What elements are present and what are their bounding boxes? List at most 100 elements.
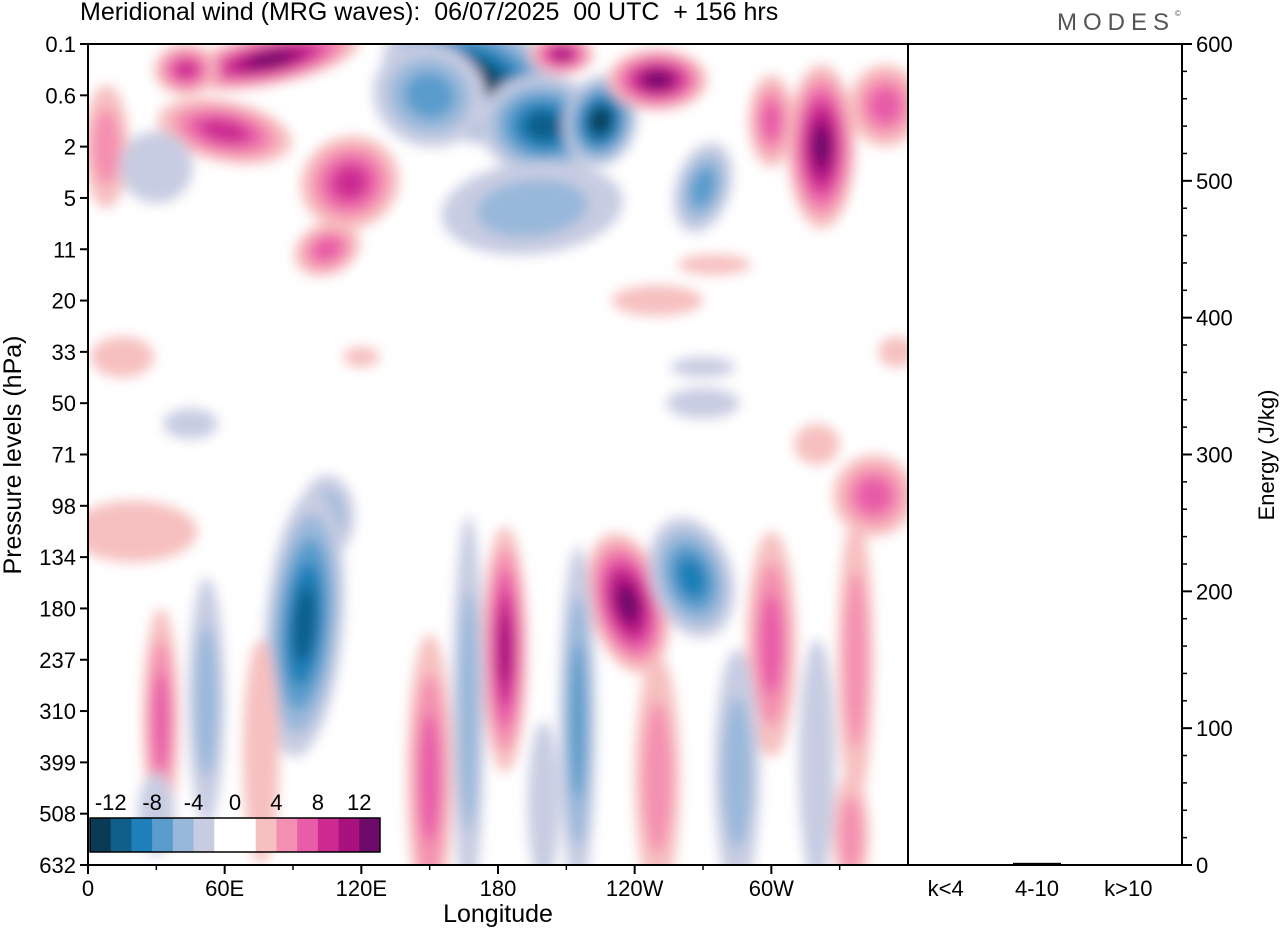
negative-wind-contour xyxy=(404,72,455,119)
positive-wind-contour xyxy=(761,100,782,142)
positive-wind-contour xyxy=(677,254,751,275)
colorbar-swatch xyxy=(172,818,194,852)
y-tick-label: 71 xyxy=(52,443,76,468)
positive-wind-contour xyxy=(878,336,908,368)
positive-wind-contour xyxy=(152,671,169,772)
energy-tick-label: 0 xyxy=(1196,853,1208,878)
negative-wind-contour xyxy=(676,556,707,599)
logo-copyright: © xyxy=(1175,9,1181,18)
positive-wind-contour xyxy=(611,290,649,311)
y-axis-label: Pressure levels (hPa) xyxy=(0,336,27,575)
colorbar-swatch xyxy=(110,818,132,852)
negative-wind-contour xyxy=(163,408,218,440)
y-tick-label: 632 xyxy=(39,853,76,878)
energy-tick-label: 400 xyxy=(1196,306,1233,331)
energy-panel: 0 100 200 300 400 500 600 k<4 4-10 k>10 Energy (… xyxy=(907,32,1279,901)
negative-wind-contour xyxy=(195,625,218,777)
positive-wind-contour xyxy=(343,346,380,368)
energy-tick-label: 300 xyxy=(1196,443,1233,468)
positive-wind-contour xyxy=(332,166,368,199)
y-axis: 0.1 0.6 2 5 11 20 33 50 71 98 134 180 237 310 399 508 63… xyxy=(39,32,88,878)
positive-wind-contour xyxy=(869,87,902,124)
energy-bar xyxy=(921,864,970,866)
colorbar-frame xyxy=(89,817,381,853)
positive-wind-contour xyxy=(794,423,840,465)
colorbar-label: 8 xyxy=(312,790,324,815)
colorbar-swatch xyxy=(152,818,174,852)
x-tick-label: 60W xyxy=(749,876,794,901)
colorbar-label: 0 xyxy=(229,790,241,815)
colorbar-label: -12 xyxy=(95,790,127,815)
logo-text: MODES xyxy=(1057,9,1176,36)
y-tick-label: 508 xyxy=(39,802,76,827)
y-tick-label: 50 xyxy=(52,391,76,416)
positive-wind-contour xyxy=(419,713,440,842)
energy-tick-label: 200 xyxy=(1196,579,1233,604)
positive-wind-contour xyxy=(248,51,292,67)
energy-category-label: k>10 xyxy=(1104,876,1152,901)
colorbar-label: 12 xyxy=(347,790,371,815)
y-tick-label: 11 xyxy=(53,237,76,262)
positive-wind-contour xyxy=(617,586,638,621)
y-tick-label: 5 xyxy=(64,186,76,211)
energy-frame xyxy=(907,43,1183,866)
negative-wind-contour xyxy=(591,109,610,133)
positive-wind-contour xyxy=(552,48,571,61)
colorbar-swatch xyxy=(214,818,236,852)
positive-wind-contour xyxy=(844,571,867,749)
colorbar-swatch xyxy=(338,818,360,852)
heatmap-field xyxy=(88,44,908,865)
energy-bars xyxy=(921,862,1153,866)
negative-wind-contour xyxy=(666,387,740,419)
x-axis-label: Longitude xyxy=(443,900,553,928)
positive-wind-contour xyxy=(242,639,280,865)
x-tick-label: 0 xyxy=(82,876,94,901)
negative-wind-contour xyxy=(458,591,479,832)
positive-wind-contour xyxy=(760,594,783,695)
colorbar-label: -8 xyxy=(142,790,162,815)
colorbar-swatch xyxy=(131,818,153,852)
y-tick-label: 180 xyxy=(39,596,76,621)
negative-wind-contour xyxy=(525,111,562,141)
negative-wind-contour xyxy=(798,639,836,865)
positive-wind-contour xyxy=(92,108,121,185)
colorbar-swatch xyxy=(255,818,277,852)
energy-categories: k<4 4-10 k>10 xyxy=(928,876,1153,901)
positive-wind-contour xyxy=(813,126,830,167)
energy-bar xyxy=(1013,862,1061,865)
colorbar-swatch xyxy=(359,818,381,852)
energy-bar xyxy=(1104,864,1153,866)
x-tick-label: 120W xyxy=(606,876,664,901)
x-tick-label: 180 xyxy=(480,876,517,901)
y-tick-label: 20 xyxy=(52,289,76,314)
colorbar-swatch xyxy=(193,818,215,852)
energy-tick-label: 100 xyxy=(1196,716,1233,741)
colorbar-swatch xyxy=(276,818,298,852)
energy-axis-label: Energy (J/kg) xyxy=(1254,390,1279,521)
negative-wind-contour xyxy=(689,167,717,208)
colorbar: -12 -8 -4 0 4 8 12 xyxy=(89,790,381,853)
positive-wind-contour xyxy=(90,336,155,378)
y-tick-label: 98 xyxy=(52,494,76,519)
y-tick-label: 0.1 xyxy=(45,32,76,57)
negative-wind-contour xyxy=(723,696,752,849)
positive-wind-contour xyxy=(174,60,198,79)
negative-wind-contour xyxy=(119,131,193,204)
energy-category-label: 4-10 xyxy=(1015,876,1059,901)
y-tick-label: 33 xyxy=(52,340,76,365)
negative-wind-contour xyxy=(569,643,586,799)
y-tick-label: 310 xyxy=(39,699,76,724)
y-tick-label: 134 xyxy=(39,545,76,570)
positive-wind-contour xyxy=(855,477,893,514)
energy-tick-label: 600 xyxy=(1196,32,1233,57)
colorbar-label: 4 xyxy=(270,790,282,815)
y-tick-label: 399 xyxy=(39,750,76,775)
positive-wind-contour xyxy=(643,701,672,854)
negative-wind-contour xyxy=(292,585,316,662)
negative-wind-contour xyxy=(476,179,589,238)
x-tick-label: 120E xyxy=(336,876,387,901)
positive-wind-contour xyxy=(498,614,512,685)
heatmap-panel: 0 60E 120E 180 120W 60W 0.1 0.6 2 5 11 20 33 50 71 98 1… xyxy=(0,32,909,928)
x-axis: 0 60E 120E 180 120W 60W xyxy=(82,865,841,901)
